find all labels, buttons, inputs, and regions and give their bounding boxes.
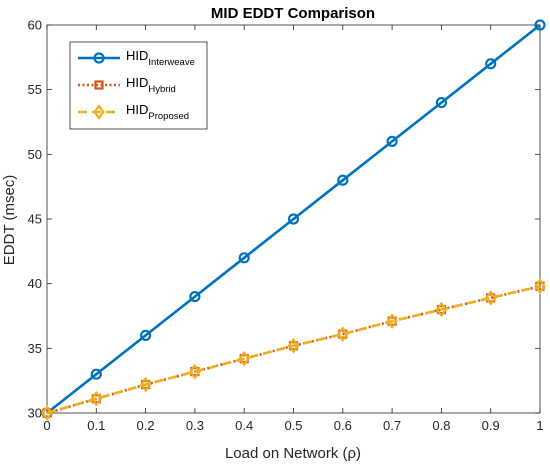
series-line-proposed <box>46 284 541 415</box>
data-point-interweave <box>534 19 546 31</box>
legend-label-main: HID <box>126 48 148 63</box>
data-point-proposed <box>238 350 251 367</box>
x-tick-label: 0.8 <box>432 418 450 433</box>
data-point-interweave <box>435 96 447 109</box>
x-tick-label: 0 <box>43 418 50 433</box>
y-tick-label: 45 <box>28 212 42 227</box>
data-point-proposed <box>386 313 398 330</box>
legend-label-hybrid: HIDHybrid <box>126 75 176 95</box>
legend-label-interweave: HIDInterweave <box>126 48 195 68</box>
legend-label-main: HID <box>126 75 148 90</box>
x-tick-label: 0.2 <box>137 418 155 433</box>
y-tick-label: 35 <box>28 341 42 356</box>
legend-marker-hybrid <box>94 80 104 90</box>
data-point-interweave <box>238 252 250 264</box>
data-point-interweave <box>140 329 152 341</box>
data-point-proposed <box>189 363 201 380</box>
x-tick-label: 0.3 <box>186 418 204 433</box>
data-point-proposed <box>336 326 349 342</box>
data-point-proposed <box>435 301 448 318</box>
series-proposed <box>41 278 546 421</box>
y-tick-label: 50 <box>28 147 42 162</box>
legend-label-proposed: HIDProposed <box>126 102 189 122</box>
y-tick-label: 30 <box>28 406 42 421</box>
x-axis-title: Load on Network (ρ) <box>225 445 361 462</box>
legend-label-subscript: Interweave <box>148 57 194 68</box>
y-axis-title: EDDT (msec) <box>1 175 18 266</box>
legend-marker-proposed <box>93 104 105 120</box>
x-tick-label: 0.9 <box>482 418 500 433</box>
chart-title: MID EDDT Comparison <box>211 5 375 22</box>
data-point-proposed <box>534 278 546 295</box>
y-tick-label: 40 <box>28 276 42 291</box>
x-tick-label: 0.1 <box>87 418 105 433</box>
data-point-interweave <box>386 135 398 147</box>
legend-label-main: HID <box>126 102 148 117</box>
y-tick-label: 60 <box>28 18 42 33</box>
legend-marker-interweave <box>93 52 105 64</box>
data-point-interweave <box>90 368 102 380</box>
data-point-interweave <box>337 174 349 186</box>
data-point-proposed <box>90 390 103 407</box>
x-tick-label: 0.7 <box>383 418 401 433</box>
legend-label-subscript: Hybrid <box>148 84 175 95</box>
data-point-proposed <box>287 337 300 354</box>
data-point-interweave <box>189 291 201 303</box>
x-tick-label: 0.5 <box>284 418 302 433</box>
data-point-proposed <box>41 405 53 421</box>
x-tick-label: 1 <box>536 418 543 433</box>
data-point-proposed <box>484 290 497 306</box>
legend-label-subscript: Proposed <box>148 111 189 122</box>
data-point-proposed <box>139 376 152 393</box>
x-tick-label: 0.4 <box>235 418 253 433</box>
data-point-interweave <box>287 213 300 225</box>
data-point-interweave <box>485 58 497 70</box>
x-tick-label: 0.6 <box>334 418 352 433</box>
y-tick-label: 55 <box>28 82 42 97</box>
series-line-interweave <box>46 23 541 415</box>
